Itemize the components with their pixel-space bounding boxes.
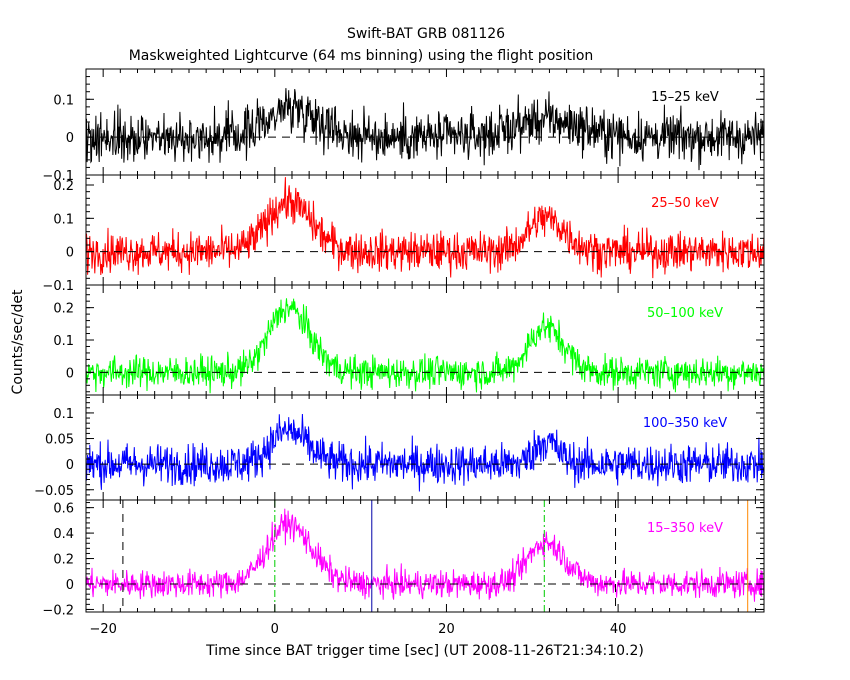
y-axis-label: Counts/sec/det: [10, 289, 26, 394]
x-tick-label: 40: [610, 622, 627, 637]
x-tick-label: 20: [438, 622, 455, 637]
panel-data: [86, 298, 764, 394]
panel-data: [86, 500, 764, 612]
y-tick-label: −0.05: [34, 484, 74, 499]
series-line: [86, 413, 764, 492]
band-label: 15–25 keV: [651, 90, 719, 105]
y-tick-label: 0.1: [53, 93, 74, 108]
panel-data: [86, 413, 764, 492]
panel-3: 0 0.1 0.2 50–100 keV: [53, 284, 765, 396]
panel-1: −0.1 0 0.1 15–25 keV: [42, 68, 765, 184]
y-tick-label: −0.1: [42, 279, 74, 294]
y-tick-label: 0.1: [53, 407, 74, 422]
y-tick-label: −0.2: [42, 603, 74, 618]
panel-frame: [85, 499, 765, 613]
y-tick-label: 0: [66, 246, 74, 261]
panel-frame: [85, 174, 765, 286]
panel-data: [86, 177, 764, 279]
series-line: [86, 177, 764, 279]
y-tick-label: 0.4: [53, 527, 74, 542]
panel-4: −0.05 0 0.05 0.1 100–350 keV: [34, 394, 765, 501]
y-tick-label: 0.2: [53, 302, 74, 317]
band-label: 15–350 keV: [647, 521, 723, 536]
y-tick-label: 0.1: [53, 334, 74, 349]
y-tick-label: 0.2: [53, 179, 74, 194]
x-axis-label: Time since BAT trigger time [sec] (UT 20…: [205, 643, 644, 659]
chart-title: Swift-BAT GRB 081126: [347, 26, 505, 42]
y-tick-label: 0: [66, 458, 74, 473]
panel-frame: [85, 68, 765, 176]
panel-2: −0.1 0 0.1 0.2 25–50 keV: [42, 174, 765, 294]
y-tick-label: 0: [66, 366, 74, 381]
y-tick-label: 0.1: [53, 212, 74, 227]
y-tick-label: 0.05: [45, 433, 74, 448]
panel-data: [86, 88, 764, 171]
y-tick-label: 0: [66, 131, 74, 146]
x-tick-label: −20: [89, 622, 116, 637]
panel-5: −0.2 0 0.2 0.4 0.6 15–350 keV: [42, 499, 765, 618]
y-tick-label: −0.1: [42, 169, 74, 184]
x-tick-label: 0: [271, 622, 279, 637]
series-line: [86, 88, 764, 171]
chart-subtitle: Maskweighted Lightcurve (64 ms binning) …: [129, 48, 594, 64]
band-label: 50–100 keV: [647, 306, 723, 321]
y-tick-label: 0: [66, 578, 74, 593]
series-line: [86, 298, 764, 394]
y-tick-label: 0.6: [53, 502, 74, 517]
panels-group: −0.1 0 0.1 15–25 keV −0.1 0 0.1 0.2 25–50 keV 0 0.…: [34, 68, 765, 637]
band-label: 25–50 keV: [651, 196, 719, 211]
series-line: [86, 508, 764, 602]
y-tick-label: 0.2: [53, 553, 74, 568]
band-label: 100–350 keV: [643, 416, 727, 431]
